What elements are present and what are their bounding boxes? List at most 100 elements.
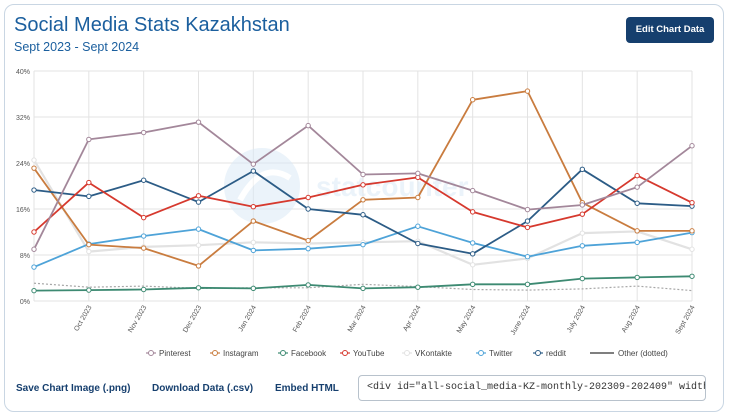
data-point-reddit <box>305 206 311 212</box>
legend-label-twitter: Twitter <box>489 349 513 358</box>
data-point-facebook <box>360 285 366 292</box>
data-point-facebook <box>469 281 476 288</box>
legend-marker-vkontakte <box>404 350 410 356</box>
data-point-pinterest <box>579 202 586 208</box>
data-point-twitter <box>469 240 476 246</box>
series-line-other-dotted <box>33 282 693 292</box>
x-tick-label: Jan 2024 <box>238 304 259 333</box>
chart-card <box>4 4 724 412</box>
data-point-instagram <box>31 165 37 171</box>
data-point-pinterest <box>140 129 147 136</box>
data-point-youtube <box>579 211 586 217</box>
download-data-link[interactable]: Download Data (.csv) <box>152 383 254 394</box>
data-point-facebook <box>250 285 257 292</box>
data-point-reddit <box>634 200 640 206</box>
data-point-vkontakte <box>689 246 695 252</box>
data-point-reddit <box>86 193 92 200</box>
data-point-youtube <box>31 229 37 235</box>
line-chart: 0% 8% 16% 24% 32% 40% Oct 2023 Nov 2023 Dec 2023… <box>16 69 697 358</box>
data-point-instagram <box>689 228 695 234</box>
data-point-reddit <box>469 251 476 257</box>
legend-label-instagram: Instagram <box>223 349 259 358</box>
legend-marker-reddit <box>535 350 541 356</box>
data-point-twitter <box>579 243 586 249</box>
y-tick-label: 32% <box>16 115 30 122</box>
legend-label-facebook: Facebook <box>291 349 327 358</box>
x-tick-label: Apr 2024 <box>402 304 422 332</box>
data-point-instagram <box>140 245 147 251</box>
data-point-facebook <box>689 273 695 279</box>
data-point-reddit <box>250 168 257 174</box>
data-point-facebook <box>140 286 147 293</box>
data-point-pinterest <box>524 206 531 213</box>
data-point-pinterest <box>305 122 311 129</box>
legend-marker-twitter <box>478 350 484 356</box>
y-tick-label: 8% <box>20 253 30 260</box>
data-point-pinterest <box>360 171 366 178</box>
data-point-instagram <box>524 88 531 94</box>
data-point-instagram <box>415 194 421 201</box>
x-tick-label: Aug 2024 <box>621 304 642 334</box>
data-point-facebook <box>579 275 586 282</box>
watermark-logo-stroke <box>237 169 292 202</box>
legend-label-reddit: reddit <box>546 349 567 358</box>
x-tick-label: Nov 2023 <box>127 304 148 334</box>
legend-label-vkontakte: VKontakte <box>415 349 452 358</box>
data-point-youtube <box>524 224 531 231</box>
data-point-pinterest <box>415 170 421 177</box>
data-point-instagram <box>305 237 311 244</box>
chart-subtitle: Sept 2023 - Sept 2024 <box>14 40 140 54</box>
data-point-twitter <box>634 239 640 246</box>
data-point-instagram <box>634 228 640 234</box>
data-point-twitter <box>415 223 421 229</box>
y-tick-label: 16% <box>16 207 30 214</box>
data-point-youtube <box>86 179 92 186</box>
embed-html-link[interactable]: Embed HTML <box>275 383 339 394</box>
data-point-vkontakte <box>86 248 92 255</box>
y-tick-label: 40% <box>16 69 30 76</box>
y-tick-label: 0% <box>20 299 30 306</box>
data-point-vkontakte <box>250 239 257 246</box>
watermark-text: statcounter <box>316 171 469 202</box>
data-point-youtube <box>250 204 257 210</box>
data-point-vkontakte <box>579 230 586 236</box>
legend-marker-facebook <box>280 350 286 356</box>
data-point-pinterest <box>250 161 257 167</box>
data-point-youtube <box>140 214 147 221</box>
data-point-youtube <box>305 194 311 201</box>
data-point-twitter <box>524 254 531 260</box>
data-point-reddit <box>360 212 366 218</box>
data-point-vkontakte <box>469 262 476 268</box>
x-tick-label: May 2024 <box>456 304 477 334</box>
x-tick-label: June 2024 <box>510 304 532 336</box>
x-tick-label: Feb 2024 <box>292 304 313 333</box>
data-point-pinterest <box>31 246 37 252</box>
x-tick-label: Sept 2024 <box>675 304 697 335</box>
data-point-facebook <box>634 274 640 281</box>
data-point-instagram <box>469 97 476 103</box>
edit-chart-data-button[interactable]: Edit Chart Data <box>626 17 714 43</box>
data-point-reddit <box>415 240 421 247</box>
data-point-twitter <box>140 233 147 239</box>
legend-label-pinterest: Pinterest <box>159 349 191 358</box>
data-point-twitter <box>31 264 37 270</box>
embed-code-field[interactable]: <div id="all-social_media-KZ-monthly-202… <box>358 375 706 401</box>
save-chart-image-link[interactable]: Save Chart Image (.png) <box>16 383 131 394</box>
data-point-twitter <box>195 226 202 232</box>
data-point-facebook <box>86 287 92 293</box>
legend-label-youtube: YouTube <box>353 349 385 358</box>
data-point-instagram <box>86 241 92 248</box>
legend-label-other-dotted: Other (dotted) <box>618 349 668 358</box>
data-point-pinterest <box>469 187 476 194</box>
data-point-youtube <box>469 209 476 215</box>
data-point-facebook <box>524 281 531 288</box>
data-point-facebook <box>31 287 37 294</box>
data-point-pinterest <box>689 143 695 149</box>
x-tick-label: Dec 2023 <box>182 304 203 334</box>
watermark-logo <box>224 148 300 224</box>
x-tick-label: July 2024 <box>566 304 587 334</box>
data-point-twitter <box>305 245 311 252</box>
data-point-youtube <box>689 199 695 206</box>
y-tick-label: 24% <box>16 161 30 168</box>
data-point-reddit <box>524 218 531 224</box>
